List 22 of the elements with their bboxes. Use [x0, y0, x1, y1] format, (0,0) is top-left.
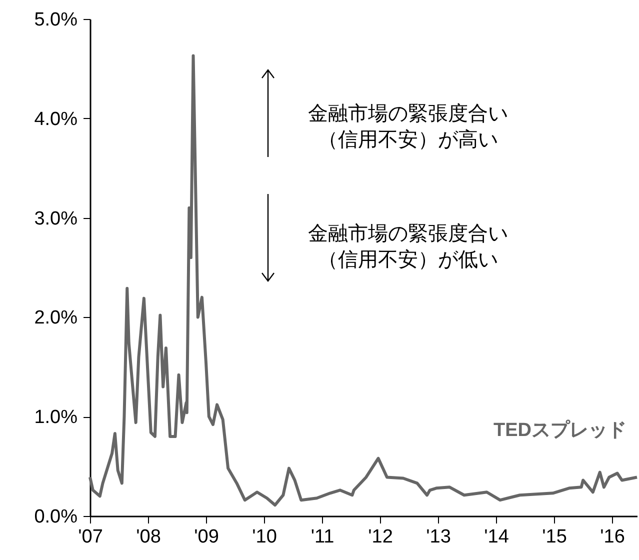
annotation: 金融市場の緊張度合い: [308, 103, 508, 125]
x-tick-label: '10: [252, 526, 277, 548]
y-tick-label: 0.0%: [34, 506, 78, 528]
x-tick-label: '08: [136, 526, 161, 548]
y-tick-label: 1.0%: [34, 407, 78, 428]
series-label: TEDスプレッド: [494, 419, 626, 441]
annotation: （信用不安）が高い: [318, 128, 498, 151]
x-tick-label: '16: [600, 526, 625, 548]
x-tick-label: '14: [484, 526, 510, 548]
x-tick-label: '13: [426, 526, 451, 548]
line-series: [88, 54, 638, 507]
y-tick-label: 2.0%: [34, 308, 78, 329]
annotation: 金融市場の緊張度合い: [308, 223, 508, 245]
x-tick-label: '15: [542, 526, 567, 548]
x-tick-label: '11: [310, 526, 334, 548]
y-tick-label: 5.0%: [34, 10, 78, 30]
y-tick-label: 4.0%: [34, 108, 78, 130]
annotation: （信用不安）が低い: [318, 249, 498, 271]
x-tick-label: '12: [368, 526, 393, 548]
x-tick-label: '09: [194, 526, 219, 548]
y-tick-label: 3.0%: [34, 208, 78, 230]
x-tick-label: '07: [78, 526, 103, 548]
